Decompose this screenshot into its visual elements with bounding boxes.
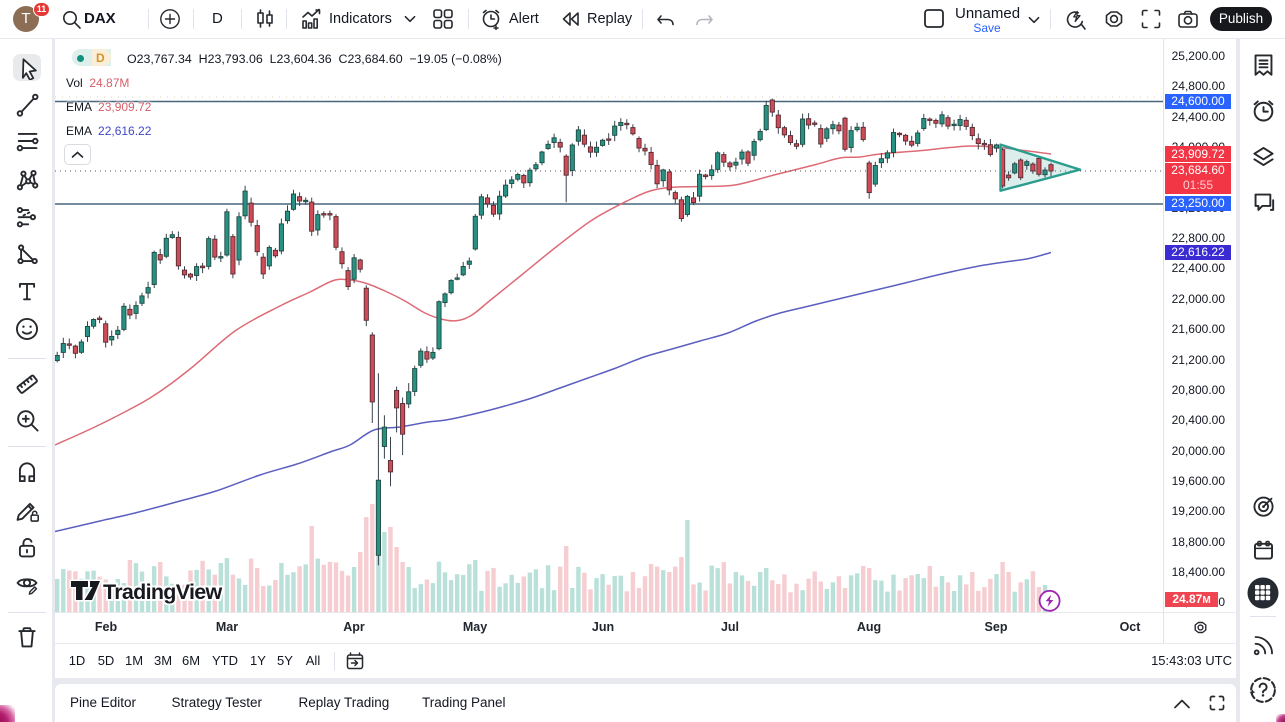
svg-text:TradingView: TradingView [103,580,223,604]
